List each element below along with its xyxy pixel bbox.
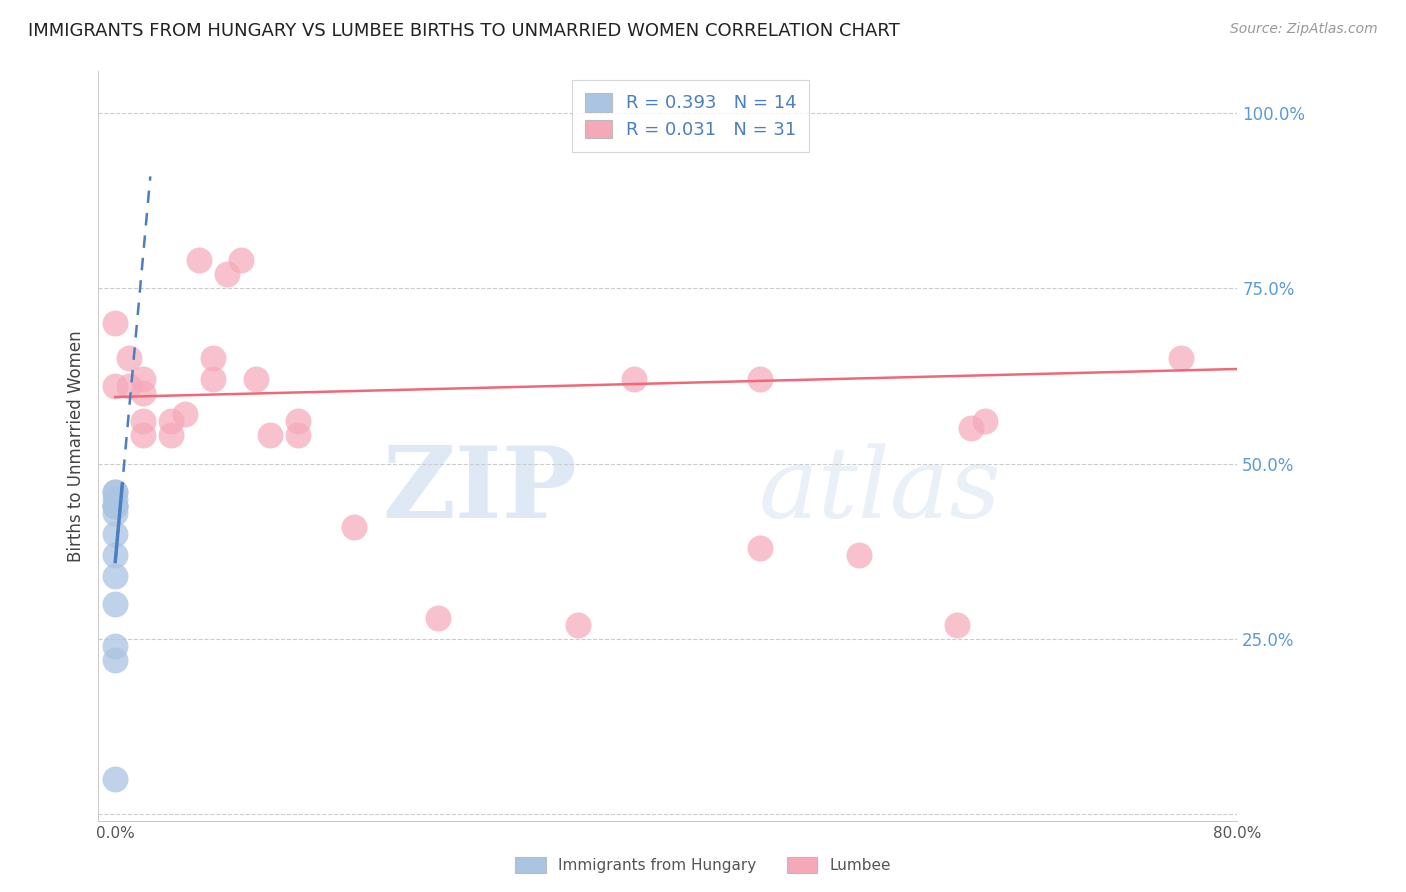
Point	[104, 499, 127, 513]
Point	[343, 519, 366, 533]
Point	[104, 639, 127, 653]
Point	[945, 617, 967, 632]
Point	[287, 428, 309, 442]
Point	[160, 415, 183, 429]
Point	[104, 506, 127, 520]
Point	[160, 428, 183, 442]
Point	[104, 379, 127, 393]
Point	[104, 491, 127, 506]
Point	[104, 317, 127, 331]
Point	[104, 484, 127, 499]
Point	[104, 548, 127, 562]
Point	[426, 610, 449, 624]
Point	[1170, 351, 1192, 366]
Point	[188, 253, 211, 268]
Point	[567, 617, 589, 632]
Point	[132, 372, 155, 386]
Point	[749, 372, 772, 386]
Point	[973, 415, 995, 429]
Point	[132, 415, 155, 429]
Text: atlas: atlas	[759, 443, 1001, 539]
Text: IMMIGRANTS FROM HUNGARY VS LUMBEE BIRTHS TO UNMARRIED WOMEN CORRELATION CHART: IMMIGRANTS FROM HUNGARY VS LUMBEE BIRTHS…	[28, 22, 900, 40]
Point	[231, 253, 253, 268]
Point	[104, 499, 127, 513]
Point	[848, 548, 870, 562]
Point	[118, 351, 141, 366]
Legend: Immigrants from Hungary, Lumbee: Immigrants from Hungary, Lumbee	[509, 851, 897, 880]
Point	[217, 268, 239, 282]
Point	[104, 772, 127, 786]
Point	[104, 568, 127, 582]
Y-axis label: Births to Unmarried Women: Births to Unmarried Women	[66, 330, 84, 562]
Point	[104, 526, 127, 541]
Text: ZIP: ZIP	[382, 442, 576, 540]
Point	[132, 428, 155, 442]
Point	[259, 428, 281, 442]
Point	[245, 372, 267, 386]
Point	[104, 597, 127, 611]
Point	[104, 652, 127, 666]
Point	[202, 351, 225, 366]
Point	[623, 372, 645, 386]
Point	[287, 415, 309, 429]
Point	[202, 372, 225, 386]
Point	[132, 386, 155, 401]
Point	[104, 499, 127, 513]
Point	[959, 421, 981, 435]
Point	[174, 408, 197, 422]
Legend: R = 0.393   N = 14, R = 0.031   N = 31: R = 0.393 N = 14, R = 0.031 N = 31	[572, 80, 810, 152]
Point	[749, 541, 772, 555]
Text: Source: ZipAtlas.com: Source: ZipAtlas.com	[1230, 22, 1378, 37]
Point	[118, 379, 141, 393]
Point	[104, 484, 127, 499]
